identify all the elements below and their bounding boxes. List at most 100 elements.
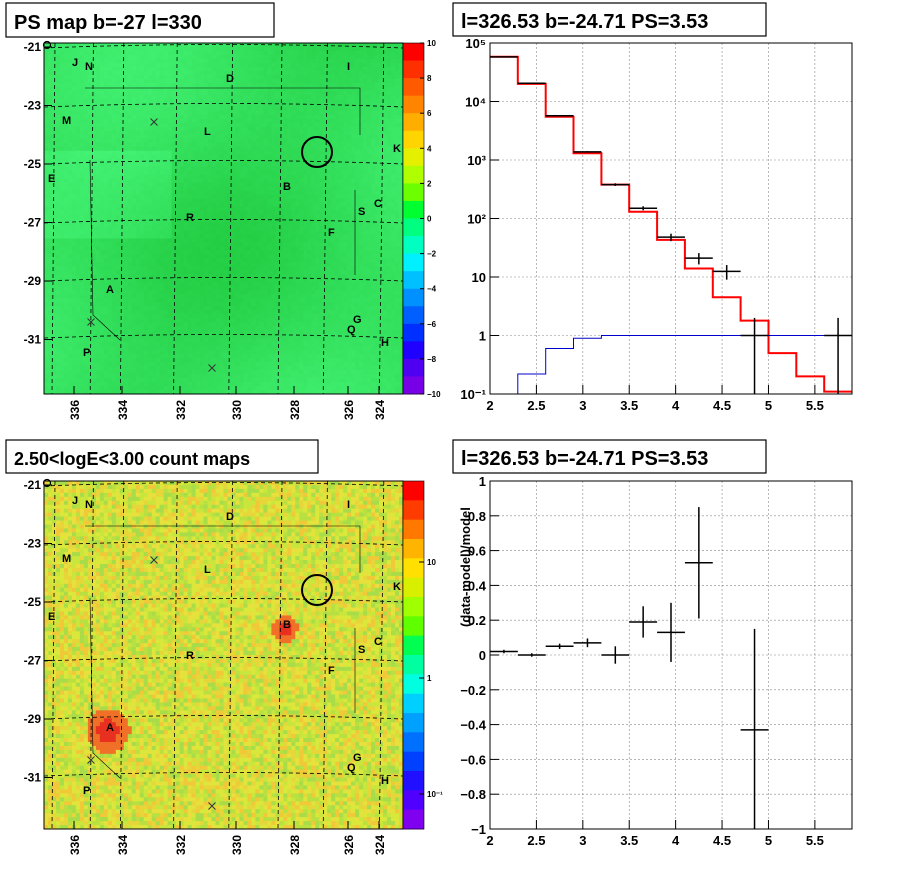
map-pixel: [379, 118, 384, 124]
map-pixel: [239, 222, 244, 227]
map-pixel: [395, 106, 400, 112]
map-pixel: [327, 190, 332, 195]
map-pixel: [307, 178, 312, 183]
map-pixel: [343, 242, 348, 247]
map-pixel: [335, 186, 340, 191]
map-pixel: [387, 158, 392, 164]
map-pixel: [339, 134, 344, 140]
map-pixel: [363, 142, 368, 148]
map-pixel: [111, 246, 117, 251]
map-pixel: [335, 166, 340, 172]
map-pixel: [87, 82, 93, 88]
map-pixel: [203, 106, 208, 112]
map-pixel: [263, 54, 268, 60]
map-pixel: [319, 82, 324, 88]
map-pixel: [211, 43, 216, 48]
map-pixel: [163, 146, 169, 152]
map-pixel: [203, 254, 208, 259]
map-pixel: [91, 162, 97, 168]
map-pixel: [235, 242, 240, 247]
map-pixel: [123, 222, 129, 227]
map-pixel: [395, 66, 400, 72]
map-pixel: [347, 130, 352, 136]
map-pixel: [231, 58, 236, 64]
map-pixel: [219, 182, 224, 187]
map-pixel: [279, 218, 284, 223]
map-pixel: [199, 110, 204, 116]
map-pixel: [243, 134, 248, 140]
map-pixel: [59, 122, 65, 128]
map-pixel: [363, 162, 368, 168]
map-pixel: [307, 43, 312, 48]
map-pixel: [91, 106, 97, 112]
map-pixel: [243, 250, 248, 255]
map-pixel: [199, 102, 204, 108]
map-pixel: [299, 206, 304, 211]
map-pixel: [67, 226, 73, 231]
map-pixel: [383, 126, 388, 132]
map-pixel: [247, 198, 252, 203]
map-pixel: [203, 258, 208, 263]
map-pixel: [63, 94, 69, 100]
map-pixel: [103, 50, 109, 56]
map-pixel: [103, 98, 109, 104]
map-pixel: [291, 214, 296, 219]
map-pixel: [383, 134, 388, 140]
map-pixel: [259, 186, 264, 191]
map-pixel: [163, 122, 169, 128]
map-pixel: [195, 114, 200, 120]
map-pixel: [51, 230, 57, 235]
map-pixel: [103, 218, 109, 223]
map-pixel: [155, 154, 161, 160]
map-pixel: [127, 106, 133, 112]
map-pixel: [235, 114, 240, 120]
map-pixel: [135, 150, 141, 156]
map-pixel: [59, 90, 65, 96]
map-pixel: [283, 234, 288, 239]
map-pixel: [75, 166, 81, 172]
map-pixel: [339, 43, 344, 48]
map-pixel: [359, 138, 364, 144]
map-pixel: [111, 194, 117, 199]
map-pixel: [111, 62, 117, 68]
map-pixel: [191, 194, 196, 199]
map-pixel: [44, 230, 49, 235]
map-pixel: [363, 110, 368, 116]
map-pixel: [171, 118, 177, 124]
map-pixel: [47, 106, 53, 112]
map-pixel: [235, 202, 240, 207]
map-pixel: [79, 138, 85, 144]
map-pixel: [251, 94, 256, 100]
map-pixel: [231, 198, 236, 203]
map-pixel: [271, 43, 276, 48]
map-pixel: [395, 194, 400, 199]
map-pixel: [191, 218, 196, 223]
map-pixel: [363, 198, 368, 203]
map-pixel: [175, 166, 181, 172]
map-pixel: [291, 43, 296, 48]
map-pixel: [291, 146, 296, 152]
map-pixel: [127, 238, 133, 243]
map-pixel: [375, 70, 380, 76]
map-pixel: [315, 202, 320, 207]
map-pixel: [379, 242, 384, 247]
map-pixel: [259, 206, 264, 211]
map-pixel: [44, 142, 49, 148]
map-pixel: [295, 126, 300, 132]
map-pixel: [283, 238, 288, 243]
map-pixel: [171, 186, 177, 191]
map-pixel: [87, 186, 93, 191]
map-pixel: [287, 194, 292, 199]
map-pixel: [295, 242, 300, 247]
map-pixel: [227, 118, 232, 124]
map-pixel: [347, 138, 352, 144]
map-pixel: [351, 62, 356, 68]
map-pixel: [255, 66, 260, 72]
map-pixel: [227, 234, 232, 239]
map-pixel: [359, 54, 364, 60]
map-pixel: [331, 58, 336, 64]
map-pixel: [103, 182, 109, 187]
map-pixel: [307, 258, 312, 263]
map-pixel: [235, 86, 240, 92]
map-pixel: [87, 142, 93, 148]
